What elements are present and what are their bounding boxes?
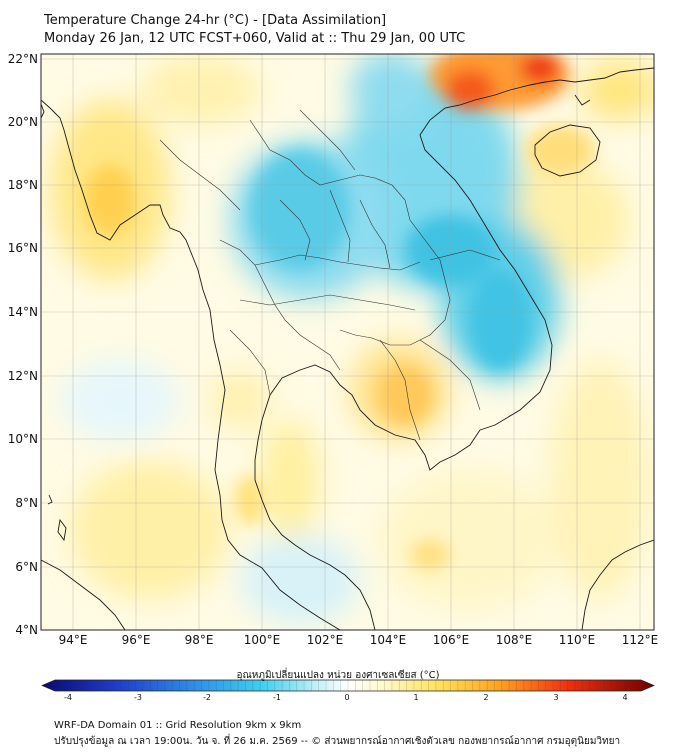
lon-label: 112°E bbox=[615, 633, 665, 647]
lat-label: 16°N bbox=[2, 241, 38, 255]
lat-label: 4°N bbox=[2, 623, 38, 637]
lat-label: 12°N bbox=[2, 369, 38, 383]
lon-label: 96°E bbox=[111, 633, 161, 647]
footer-credit: ปรับปรุงข้อมูล ณ เวลา 19:00น. วัน จ. ที่… bbox=[54, 734, 620, 749]
colorbar-tick-label: -2 bbox=[197, 693, 217, 702]
lat-label: 10°N bbox=[2, 432, 38, 446]
temperature-field bbox=[41, 40, 660, 630]
colorbar-tick-label: 3 bbox=[546, 693, 566, 702]
lon-label: 98°E bbox=[174, 633, 224, 647]
lat-label: 18°N bbox=[2, 178, 38, 192]
lat-label: 22°N bbox=[2, 52, 38, 66]
lon-label: 108°E bbox=[489, 633, 539, 647]
lat-label: 20°N bbox=[2, 115, 38, 129]
lon-label: 102°E bbox=[300, 633, 350, 647]
colorbar-tick-label: 1 bbox=[406, 693, 426, 702]
colorbar-tick-label: -1 bbox=[267, 693, 287, 702]
lon-label: 100°E bbox=[237, 633, 287, 647]
colorbar-tick-label: -4 bbox=[58, 693, 78, 702]
colorbar-tick-label: 4 bbox=[615, 693, 635, 702]
colorbar-title: อุณหภูมิเปลี่ยนแปลง หน่วย องศาเซลเซียส (… bbox=[0, 668, 676, 683]
colorbar-tick-label: -3 bbox=[128, 693, 148, 702]
lon-label: 94°E bbox=[48, 633, 98, 647]
lon-label: 110°E bbox=[552, 633, 602, 647]
lat-label: 14°N bbox=[2, 305, 38, 319]
lon-label: 104°E bbox=[363, 633, 413, 647]
colorbar-tick-label: 2 bbox=[476, 693, 496, 702]
colorbar-tick-label: 0 bbox=[337, 693, 357, 702]
lat-label: 6°N bbox=[2, 560, 38, 574]
footer-model-info: WRF-DA Domain 01 :: Grid Resolution 9km … bbox=[54, 720, 301, 731]
lon-label: 106°E bbox=[426, 633, 476, 647]
lat-label: 8°N bbox=[2, 496, 38, 510]
